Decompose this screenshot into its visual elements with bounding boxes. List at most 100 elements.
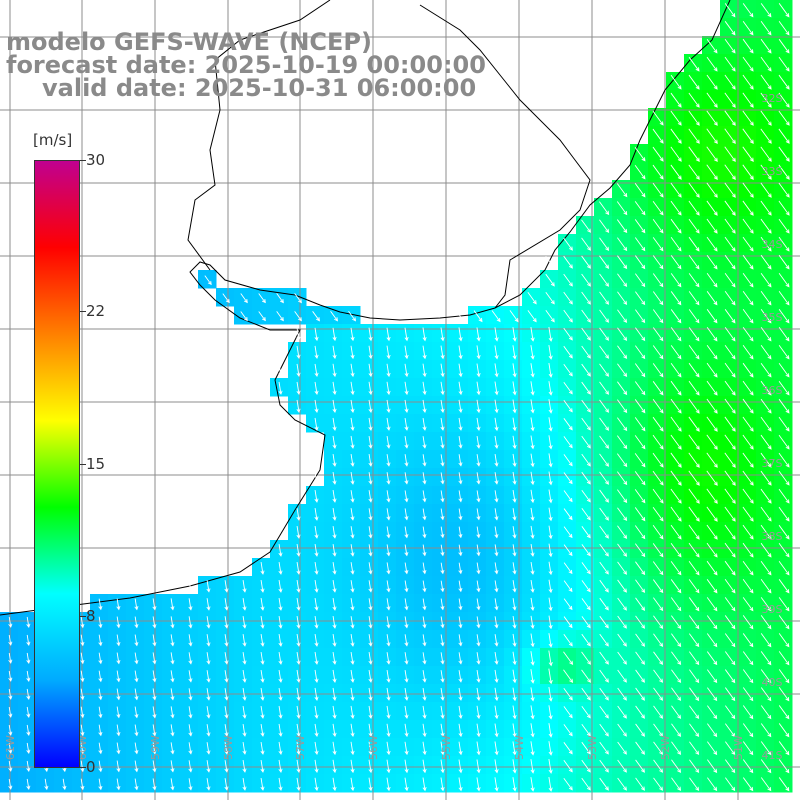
wind-arrow: [724, 651, 736, 666]
wind-arrow: [581, 723, 591, 737]
wind-arrow: [80, 652, 85, 665]
wind-arrow: [634, 363, 646, 378]
wind-arrow: [670, 92, 682, 108]
wind-arrow: [242, 724, 247, 737]
wind-cell: [180, 648, 199, 667]
wind-arrow: [706, 110, 718, 126]
lon-label: 51W: [732, 735, 745, 760]
wind-arrow: [653, 759, 664, 773]
wind-cell: [504, 738, 523, 757]
wind-arrow: [742, 344, 754, 360]
wind-arrow: [314, 615, 319, 629]
wind-arrow: [386, 616, 391, 629]
wind-arrow: [742, 398, 754, 414]
wind-arrow: [476, 472, 481, 485]
wind-cell: [360, 522, 379, 541]
wind-cell: [486, 630, 505, 649]
wind-cell: [0, 648, 19, 667]
wind-arrow: [26, 760, 31, 772]
wind-arrow: [512, 363, 517, 378]
wind-arrow: [617, 633, 627, 647]
wind-arrow: [563, 687, 573, 701]
wind-arrow: [332, 399, 337, 414]
wind-arrow: [563, 400, 573, 413]
wind-arrow: [634, 453, 646, 468]
wind-arrow: [116, 778, 121, 791]
wind-cell: [360, 432, 379, 451]
wind-cell: [36, 774, 55, 793]
wind-arrow: [688, 128, 700, 144]
wind-cell: [504, 540, 523, 559]
wind-cell: [540, 324, 559, 343]
wind-arrow: [242, 616, 247, 629]
wind-arrow: [386, 777, 391, 792]
wind-cell: [396, 486, 415, 505]
wind-arrow: [671, 651, 682, 666]
wind-arrow: [422, 705, 427, 719]
wind-arrow: [530, 435, 535, 450]
wind-cell: [198, 630, 217, 649]
wind-arrow: [724, 327, 736, 342]
wind-cell: [450, 720, 469, 739]
wind-arrow: [778, 291, 790, 306]
wind-arrow: [224, 688, 229, 701]
colorbar-tick-line: [80, 311, 86, 312]
wind-arrow: [760, 416, 772, 432]
wind-arrow: [386, 472, 391, 485]
wind-arrow: [458, 417, 463, 431]
wind-arrow: [260, 687, 265, 701]
wind-arrow: [778, 20, 790, 36]
wind-arrow: [670, 128, 682, 144]
wind-arrow: [581, 741, 591, 755]
wind-arrow: [760, 92, 772, 108]
wind-cell: [342, 702, 361, 721]
wind-arrow: [386, 327, 391, 342]
wind-arrow: [670, 506, 682, 522]
wind-cell: [252, 702, 271, 721]
wind-arrow: [563, 454, 573, 467]
wind-arrow: [563, 633, 573, 647]
wind-arrow: [778, 651, 790, 666]
wind-arrow: [188, 616, 193, 629]
wind-cell: [414, 630, 433, 649]
wind-cell: [468, 396, 487, 415]
wind-arrow: [422, 490, 427, 503]
wind-arrow: [689, 651, 700, 666]
wind-arrow: [422, 436, 427, 449]
wind-arrow: [332, 705, 337, 720]
wind-arrow: [386, 580, 391, 593]
wind-arrow: [742, 362, 754, 378]
wind-arrow: [296, 741, 301, 755]
wind-arrow: [671, 633, 682, 648]
wind-arrow: [563, 724, 573, 737]
wind-cell: [216, 684, 235, 703]
wind-arrow: [314, 544, 319, 557]
wind-cell: [270, 738, 289, 757]
wind-arrow: [563, 526, 573, 539]
wind-arrow: [134, 724, 139, 737]
wind-arrow: [260, 723, 265, 737]
wind-arrow: [688, 398, 700, 414]
wind-cell: [450, 360, 469, 379]
wind-cell: [90, 594, 109, 613]
wind-arrow: [206, 778, 211, 791]
wind-arrow: [98, 760, 103, 773]
wind-arrow: [278, 561, 283, 575]
wind-cell: [126, 630, 145, 649]
wind-cell: [396, 522, 415, 541]
wind-arrow: [548, 471, 553, 486]
wind-cell: [396, 540, 415, 559]
wind-arrow: [26, 616, 31, 628]
wind-arrow: [422, 472, 427, 485]
wind-arrow: [512, 562, 517, 575]
wind-arrow: [742, 327, 754, 342]
wind-arrow: [548, 650, 553, 667]
wind-cell: [504, 432, 523, 451]
wind-arrow: [512, 345, 517, 360]
wind-arrow: [332, 453, 337, 467]
wind-arrow: [760, 452, 772, 468]
wind-arrow: [80, 688, 85, 701]
wind-arrow: [724, 272, 736, 288]
wind-arrow: [152, 724, 157, 737]
wind-arrow: [332, 435, 337, 449]
